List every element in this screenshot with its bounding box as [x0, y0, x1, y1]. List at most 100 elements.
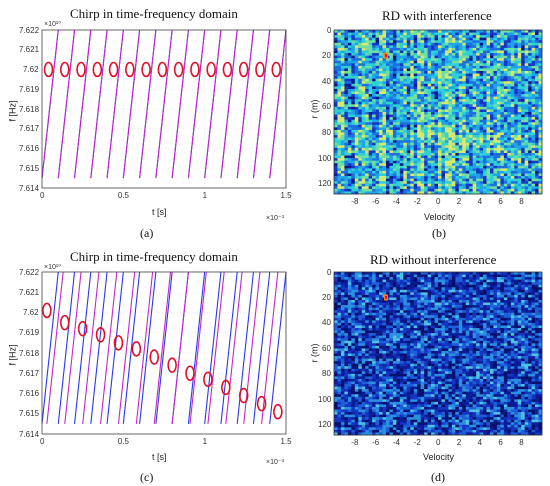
- chirp-plot-c: [41, 271, 287, 435]
- y-tick-label: 7.617: [19, 124, 40, 134]
- chirp-line: [204, 271, 222, 424]
- y-tick-label: 100: [318, 394, 332, 404]
- target-core: [385, 295, 387, 299]
- y-tick-label: 7.616: [19, 144, 40, 153]
- chirp-line: [155, 29, 173, 179]
- chirp-line: [153, 271, 172, 424]
- chirp-line: [73, 29, 92, 179]
- chirp-line: [122, 29, 141, 179]
- x-exponent: ×10⁻³: [266, 215, 284, 222]
- y-exponent: ×10¹⁰: [44, 264, 62, 271]
- chirp-line: [100, 271, 118, 424]
- interference-marker: [42, 302, 52, 319]
- interference-marker: [125, 61, 135, 78]
- chirp-line: [57, 29, 76, 179]
- y-tick-label: 7.62: [23, 308, 39, 317]
- chirp-line: [117, 271, 136, 424]
- x-tick-label: 0: [436, 438, 441, 447]
- x-tick-label: -8: [351, 438, 359, 447]
- y-tick-label: 7.618: [19, 104, 40, 114]
- chirp-line: [139, 29, 157, 179]
- interference-marker: [238, 61, 249, 78]
- chirp-line: [187, 271, 206, 424]
- chirp-line: [73, 271, 92, 424]
- x-tick-label: 0: [40, 437, 45, 446]
- x-tick-label: -8: [351, 197, 359, 206]
- interference-marker: [157, 61, 168, 78]
- chirp-line: [187, 29, 206, 179]
- interference-marker: [238, 387, 249, 404]
- x-tick-label: 1: [202, 437, 208, 446]
- y-axis-label: f [Hz]: [7, 344, 18, 366]
- x-tick-label: 2: [456, 197, 462, 206]
- x-tick-label: 1: [202, 191, 208, 200]
- chirp-line: [46, 271, 64, 424]
- chirp-line: [57, 271, 76, 424]
- interference-marker: [173, 61, 184, 78]
- interference-marker: [92, 61, 103, 78]
- y-axis-label: r (m): [309, 99, 320, 119]
- y-tick-label: 7.619: [19, 328, 40, 338]
- interference-marker: [108, 61, 119, 78]
- y-tick-label: 7.614: [19, 429, 40, 439]
- heatmap-cells: [334, 272, 543, 436]
- y-tick-label: 7.621: [19, 45, 40, 55]
- interference-marker: [221, 379, 231, 396]
- chirp-line: [269, 271, 287, 424]
- interference-marker: [206, 61, 216, 78]
- y-tick-label: 120: [318, 420, 332, 430]
- y-tick-label: 0: [327, 267, 332, 277]
- chirp-plot-a: [41, 29, 287, 189]
- interference-marker: [76, 61, 86, 78]
- interference-marker: [273, 403, 283, 420]
- y-tick-label: 20: [322, 51, 331, 61]
- interference-marker: [271, 61, 282, 78]
- y-tick-label: 7.622: [19, 25, 40, 35]
- rd-map-d: [333, 271, 543, 436]
- x-tick-label: -6: [372, 438, 380, 447]
- chirp-line: [204, 29, 222, 179]
- x-tick-label: -2: [413, 197, 421, 206]
- x-tick-label: 2: [456, 438, 462, 447]
- interference-marker: [256, 395, 267, 412]
- interference-marker: [113, 335, 124, 351]
- caption: (c): [140, 470, 154, 484]
- chirp-line: [252, 271, 271, 424]
- plot-frame: [333, 29, 543, 195]
- interference-marker: [255, 61, 265, 78]
- y-tick-label: 7.615: [19, 163, 40, 173]
- y-tick-label: 7.617: [19, 368, 40, 378]
- y-exponent: ×10¹⁰: [44, 21, 62, 28]
- x-axis-label: Velocity: [423, 452, 455, 462]
- x-tick-label: 8: [519, 197, 524, 206]
- target-core: [385, 54, 387, 58]
- x-exponent: ×10⁻³: [266, 459, 284, 466]
- x-tick-label: 0.5: [117, 191, 129, 200]
- x-axis-label: t [s]: [152, 452, 167, 462]
- x-axis-label: Velocity: [424, 212, 456, 222]
- chirp-line: [106, 29, 124, 179]
- chirp-line: [171, 271, 189, 424]
- x-tick-label: -6: [372, 197, 380, 206]
- x-tick-label: 0: [436, 197, 441, 206]
- chirp-line: [41, 29, 59, 179]
- caption: (a): [140, 226, 154, 240]
- heatmap-cells: [334, 30, 543, 195]
- caption: (b): [432, 226, 446, 240]
- x-axis-label: t [s]: [152, 207, 167, 217]
- plot-frame: [41, 271, 287, 435]
- chirp-line: [236, 29, 255, 179]
- chirp-line: [220, 271, 238, 424]
- x-tick-label: 1.5: [280, 191, 292, 200]
- chirp-line: [207, 271, 225, 424]
- x-tick-label: -4: [392, 438, 401, 447]
- chirp-line: [155, 271, 173, 424]
- plot-frame: [41, 29, 287, 189]
- interference-marker: [141, 61, 151, 78]
- interference-marker: [95, 326, 106, 343]
- interference-marker: [222, 61, 233, 78]
- interference-marker: [43, 61, 54, 78]
- y-axis-label: f [Hz]: [7, 100, 18, 122]
- chirp-line: [82, 271, 100, 424]
- interference-marker: [167, 357, 177, 373]
